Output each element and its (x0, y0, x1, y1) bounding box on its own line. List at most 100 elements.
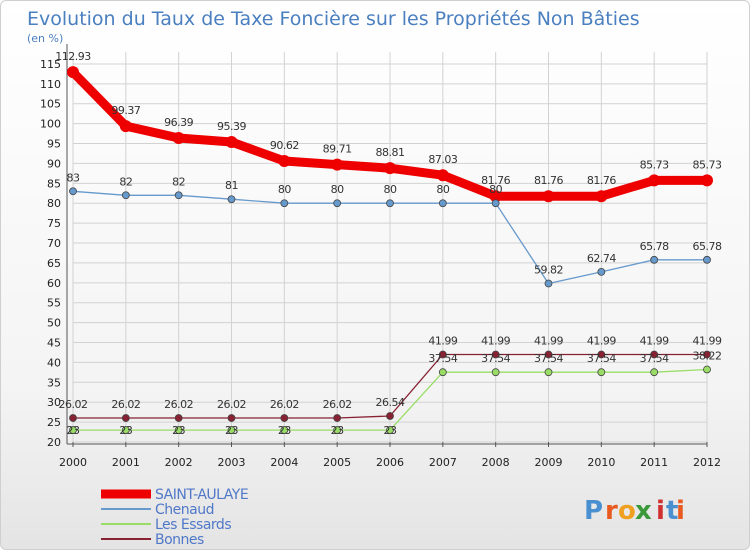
series-marker (436, 169, 449, 182)
series-marker (331, 158, 344, 171)
data-label: 83 (67, 171, 80, 184)
y-tick-label: 90 (47, 157, 61, 170)
logo-letter: i (676, 496, 685, 526)
data-label: 87.03 (428, 153, 457, 166)
series-marker (333, 199, 342, 208)
data-label: 80 (331, 183, 344, 196)
data-label: 37.54 (534, 352, 563, 365)
series-marker (121, 414, 130, 422)
series-marker (121, 426, 130, 434)
series-marker (597, 350, 606, 359)
y-tick-label: 50 (47, 317, 61, 330)
x-tick-label: 2005 (323, 456, 351, 469)
series-marker (121, 191, 130, 200)
x-tick-label: 2000 (59, 456, 87, 469)
data-label: 23 (331, 424, 344, 437)
data-label: 37.54 (428, 352, 457, 365)
y-tick-label: 40 (47, 356, 61, 369)
y-tick-label: 110 (40, 78, 61, 91)
y-tick-label: 75 (47, 217, 61, 230)
y-tick-label: 95 (47, 138, 61, 151)
y-tick-label: 70 (47, 237, 61, 250)
series-marker (703, 365, 711, 374)
data-label: 88.81 (376, 146, 405, 159)
data-label: 23 (225, 424, 238, 437)
data-label: 85.73 (640, 158, 669, 171)
series-marker (174, 414, 183, 422)
y-tick-label: 25 (47, 416, 61, 429)
x-tick-label: 2012 (693, 456, 721, 469)
series-marker (386, 426, 394, 434)
series-marker (544, 350, 553, 359)
series-marker (386, 412, 394, 420)
series-marker (703, 350, 711, 359)
series-marker (386, 199, 394, 208)
y-tick-label: 85 (47, 177, 61, 190)
data-label: 62.74 (587, 252, 616, 265)
series-marker (701, 174, 713, 187)
series-marker (542, 190, 555, 203)
x-tick-label: 2006 (376, 456, 404, 469)
data-label: 37.54 (640, 352, 669, 365)
series-marker (384, 162, 396, 175)
data-label: 23 (67, 424, 80, 437)
data-label: 41.99 (481, 334, 510, 347)
legend-label-1: Chenaud (155, 502, 214, 518)
series-marker (278, 154, 291, 167)
series-marker (227, 195, 236, 204)
grid-layer (72, 52, 708, 443)
series-marker (69, 414, 77, 422)
data-label: 65.78 (640, 240, 669, 253)
series-marker (174, 426, 183, 434)
x-tick-label: 2008 (482, 456, 510, 469)
series-marker (595, 190, 608, 203)
logo-letter: i (656, 496, 665, 526)
series-marker (650, 368, 659, 377)
series-marker (703, 255, 711, 264)
data-label: 26.54 (376, 396, 405, 409)
series-marker (648, 174, 661, 187)
series-marker (489, 190, 502, 203)
data-label: 81 (225, 179, 238, 192)
series-marker (597, 368, 606, 377)
series-marker (67, 66, 79, 79)
series-marker (438, 199, 447, 208)
data-label: 80 (278, 183, 291, 196)
legend-label-3: Bonnes (155, 532, 204, 548)
y-tick-label: 30 (47, 396, 61, 409)
series-marker (280, 426, 289, 434)
series-marker (119, 120, 132, 133)
series-marker (227, 414, 236, 422)
data-label: 99.37 (111, 104, 140, 117)
data-label: 89.71 (323, 143, 352, 156)
data-label: 85.73 (693, 158, 722, 171)
data-label: 81.76 (481, 174, 510, 187)
series-marker (280, 414, 289, 422)
axis-layer: 2025303540455055606570758085909510010511… (40, 44, 721, 469)
data-label: 26.02 (217, 398, 246, 411)
series-marker (225, 135, 238, 148)
series-marker (69, 426, 77, 434)
y-tick-label: 100 (40, 118, 61, 131)
series-marker (333, 414, 342, 422)
series-marker (438, 368, 447, 377)
y-tick-label: 115 (40, 58, 61, 71)
data-label: 80 (384, 183, 397, 196)
series-marker (227, 426, 236, 434)
y-tick-label: 60 (47, 277, 61, 290)
data-label: 95.39 (217, 120, 246, 133)
data-label-layer: 112.93 99.37 96.39 95.39 90.62 89.71 88.81 87.0… (55, 50, 722, 437)
x-tick-label: 2011 (640, 456, 668, 469)
data-label: 80 (436, 183, 449, 196)
logo-letter: P (584, 496, 603, 526)
y-tick-label: 20 (47, 436, 61, 449)
data-label: 112.93 (55, 50, 91, 63)
data-label: 23 (278, 424, 291, 437)
series-marker (544, 279, 553, 288)
x-tick-label: 2009 (535, 456, 563, 469)
data-label: 38.22 (693, 349, 722, 362)
data-label: 37.54 (587, 352, 616, 365)
data-label: 23 (172, 424, 185, 437)
